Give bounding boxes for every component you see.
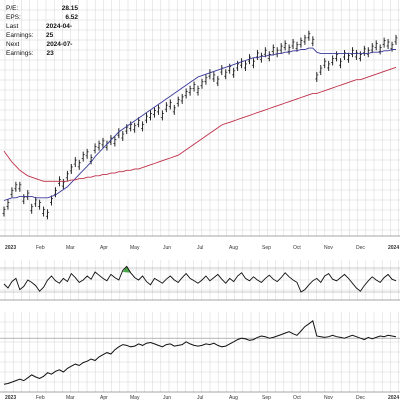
axis-labels-layer: 2023 Feb Mar Apr May Jun Jul Aug Sep Oct Nov Dec 202…	[5, 245, 399, 401]
stat-row-next-earnings: Next Earnings: 2024-07-23	[6, 40, 78, 58]
moving-average-long-line	[3, 66, 397, 182]
stat-value: 6.52	[65, 14, 78, 21]
x-tick-label: Jun	[163, 245, 171, 251]
x-tick-label: 2024	[388, 245, 399, 251]
x-tick-label: 2023	[5, 245, 16, 251]
oscillator-layer	[0, 265, 400, 293]
stats-box: P/E: 28.15 EPS: 6.52 Last Earnings: 2024…	[6, 4, 78, 58]
x-tick-label: 2024	[388, 395, 399, 400]
x-tick-label: Oct	[293, 395, 301, 400]
x-tick-label: May	[130, 395, 140, 400]
x-tick-label: Apr	[100, 395, 108, 400]
x-tick-label: Jul	[197, 395, 203, 400]
x-tick-label: Jul	[197, 245, 203, 251]
x-tick-label: Apr	[100, 245, 108, 251]
x-tick-label: Aug	[229, 245, 238, 251]
x-tick-label: Dec	[356, 245, 365, 251]
x-tick-label: Nov	[324, 245, 333, 251]
x-tick-label: Feb	[36, 245, 45, 251]
x-tick-label: Dec	[356, 395, 365, 400]
x-tick-label: Feb	[36, 395, 45, 400]
stat-label: EPS:	[6, 14, 21, 21]
x-tick-label: Mar	[66, 395, 75, 400]
stat-row-last-earnings: Last Earnings: 2024-04-25	[6, 22, 78, 40]
x-tick-label: Sep	[262, 395, 271, 400]
stat-row-pe: P/E: 28.15	[6, 4, 78, 13]
x-tick-label: Oct	[293, 245, 301, 251]
relative-layer	[0, 320, 400, 385]
x-tick-label: Sep	[262, 245, 271, 251]
x-tick-label: Jun	[163, 395, 171, 400]
oscillator-line	[3, 265, 397, 293]
relative-line	[3, 320, 397, 385]
price-layer	[2, 30, 398, 220]
stat-row-eps: EPS: 6.52	[6, 13, 78, 22]
x-tick-label: Mar	[66, 245, 75, 251]
stat-value: 2024-04-25	[46, 23, 73, 39]
stat-value: 2024-07-23	[46, 41, 73, 57]
stat-value: 28.15	[61, 5, 78, 12]
oscillator-overbought-fill	[122, 266, 131, 273]
x-tick-label: 2023	[5, 395, 16, 400]
x-tick-label: May	[130, 245, 140, 251]
x-tick-label: Aug	[229, 395, 238, 400]
moving-average-short-line	[3, 47, 396, 201]
stat-label: Last Earnings:	[6, 23, 34, 39]
stat-label: P/E:	[6, 5, 19, 12]
grid-layer	[0, 0, 400, 393]
x-tick-label: Nov	[324, 395, 333, 400]
stat-label: Next Earnings:	[6, 41, 34, 57]
